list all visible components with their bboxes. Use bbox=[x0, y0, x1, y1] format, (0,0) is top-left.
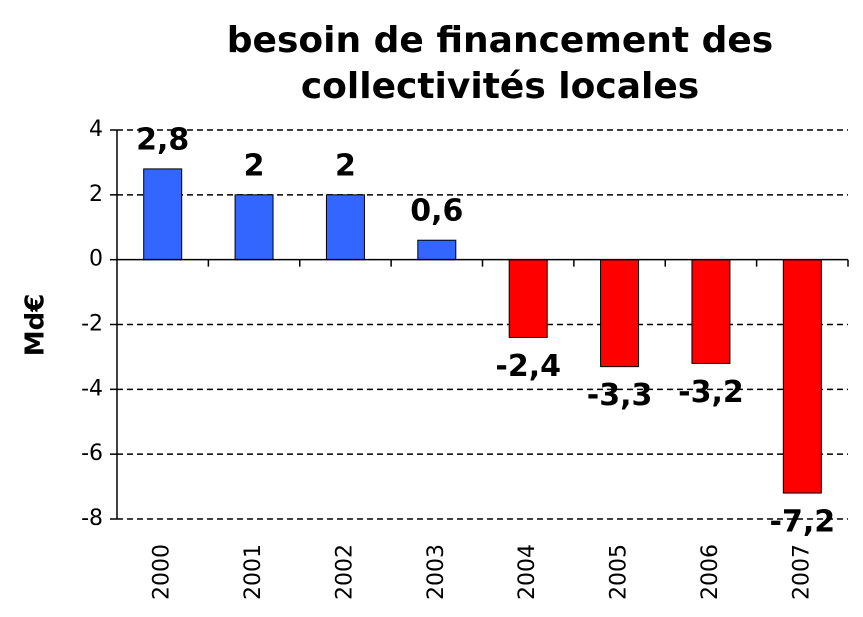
y-tick-label: 0 bbox=[89, 247, 103, 272]
y-tick-label: 4 bbox=[89, 117, 103, 142]
x-tick-label: 2001 bbox=[241, 544, 266, 600]
bar bbox=[600, 259, 640, 368]
y-tick-label: -2 bbox=[81, 312, 103, 337]
y-axis-label: Md€ bbox=[21, 294, 51, 357]
chart-title: besoin de financement des bbox=[227, 20, 773, 61]
x-tick-label: 2007 bbox=[789, 544, 814, 600]
x-tick-label: 2002 bbox=[332, 544, 357, 600]
bar bbox=[782, 259, 822, 494]
bar bbox=[325, 194, 365, 261]
data-label: 2 bbox=[335, 148, 356, 183]
x-tick-label: 2000 bbox=[150, 544, 175, 600]
bar bbox=[691, 259, 731, 364]
data-label: 0,6 bbox=[410, 194, 463, 229]
bar bbox=[234, 194, 274, 261]
data-label: -7,2 bbox=[770, 505, 836, 540]
y-tick-label: -8 bbox=[81, 506, 103, 531]
data-label: -2,4 bbox=[495, 349, 561, 384]
data-label: -3,2 bbox=[678, 375, 744, 410]
bar bbox=[508, 259, 548, 338]
y-tick-label: -4 bbox=[81, 376, 103, 401]
bar bbox=[417, 239, 457, 261]
y-tick-label: -6 bbox=[81, 441, 103, 466]
data-label: 2 bbox=[244, 148, 265, 183]
chart-title: collectivités locales bbox=[301, 66, 699, 107]
y-tick-label: 2 bbox=[89, 182, 103, 207]
x-tick-label: 2005 bbox=[607, 544, 632, 600]
data-label: 2,8 bbox=[136, 122, 189, 157]
x-tick-label: 2006 bbox=[698, 544, 723, 600]
data-label: -3,3 bbox=[587, 378, 653, 413]
x-tick-label: 2003 bbox=[424, 544, 449, 600]
bar bbox=[143, 168, 183, 261]
x-tick-label: 2004 bbox=[515, 544, 540, 600]
